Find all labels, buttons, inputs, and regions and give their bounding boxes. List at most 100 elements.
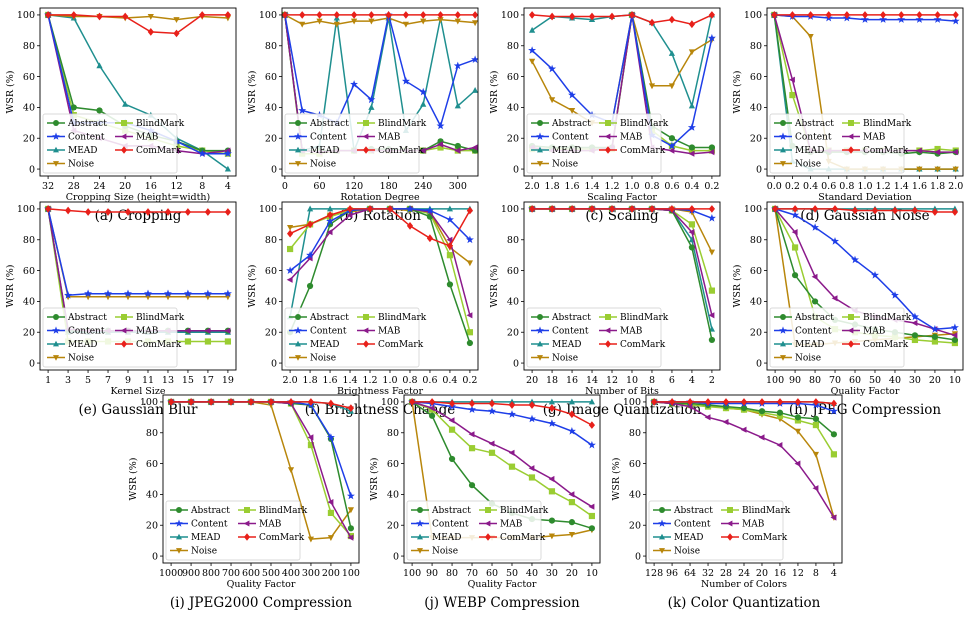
data-point-abstract bbox=[708, 336, 716, 344]
legend-marker-mab bbox=[362, 327, 369, 334]
legend-label-commark: ComMark bbox=[378, 146, 424, 156]
data-point-noise bbox=[807, 34, 814, 40]
data-point-commark bbox=[316, 11, 323, 19]
y-tick-label: 80 bbox=[507, 41, 519, 52]
data-point-mab bbox=[468, 431, 475, 438]
x-tick-label: 50 bbox=[869, 375, 881, 386]
y-tick-label: 20 bbox=[146, 521, 158, 532]
series-line-commark bbox=[532, 14, 713, 25]
legend-marker-abstract bbox=[659, 507, 665, 513]
data-point-noise bbox=[327, 535, 334, 541]
data-point-commark bbox=[668, 15, 675, 24]
x-tick-label: 1 bbox=[45, 375, 51, 386]
x-tick-label: 13 bbox=[162, 375, 174, 386]
x-tick-label: 1.4 bbox=[894, 181, 909, 192]
legend-marker-commark bbox=[605, 340, 611, 348]
y-tick-label: 80 bbox=[146, 428, 158, 439]
y-tick-label: 40 bbox=[265, 103, 277, 114]
data-point-noise bbox=[952, 166, 959, 173]
legend-label-abstract: Abstract bbox=[309, 119, 349, 129]
y-tick-label: 40 bbox=[265, 297, 277, 308]
data-point-commark bbox=[608, 12, 616, 21]
data-point-content bbox=[223, 289, 232, 298]
x-tick-label: 1.6 bbox=[912, 181, 927, 192]
data-point-commark bbox=[227, 398, 235, 406]
data-point-mab bbox=[668, 147, 675, 154]
data-point-content bbox=[871, 271, 879, 279]
y-tick-label: 100 bbox=[744, 10, 762, 21]
data-point-mab bbox=[184, 327, 191, 334]
legend-label-abstract: Abstract bbox=[551, 119, 591, 129]
data-point-commark bbox=[287, 398, 295, 406]
x-tick-label: 6 bbox=[669, 375, 675, 386]
chart-panel-8: 0 20 40 60 80 100 100 90 80 70 60 50 40 30 20 10 Quality… bbox=[732, 201, 964, 418]
data-point-commark bbox=[188, 398, 195, 406]
data-point-commark bbox=[568, 410, 575, 419]
data-point-mead bbox=[327, 205, 334, 212]
legend-marker-content bbox=[536, 326, 544, 334]
legend-marker-commark bbox=[363, 146, 369, 154]
x-tick-label: 80 bbox=[809, 375, 821, 386]
data-point-mab bbox=[811, 273, 818, 280]
data-point-noise bbox=[529, 58, 536, 65]
legend-marker-commark bbox=[727, 533, 733, 541]
legend: Abstract BlindMark Content MAB MEAD ComMark No… bbox=[42, 307, 185, 368]
data-point-mab bbox=[688, 229, 695, 236]
legend-box bbox=[769, 113, 905, 174]
legend-label-mead: MEAD bbox=[795, 146, 825, 156]
data-point-commark bbox=[204, 208, 211, 216]
y-tick-label: 20 bbox=[750, 134, 762, 145]
data-point-content bbox=[223, 149, 232, 157]
x-tick-label: 0.6 bbox=[821, 181, 836, 192]
data-point-blindmark bbox=[508, 463, 516, 470]
data-point-commark bbox=[916, 11, 923, 19]
y-tick-label: 20 bbox=[629, 521, 641, 532]
data-point-mead bbox=[588, 398, 595, 405]
legend-label-noise: Noise bbox=[674, 547, 700, 557]
data-point-content bbox=[84, 289, 92, 298]
data-point-content bbox=[911, 312, 919, 321]
legend-label-abstract: Abstract bbox=[431, 506, 471, 516]
data-point-content bbox=[791, 210, 800, 219]
data-point-commark bbox=[454, 11, 461, 19]
legend-label-mab: MAB bbox=[259, 520, 282, 530]
x-tick-label: 0.2 bbox=[785, 181, 800, 192]
legend: Abstract BlindMark Content MAB MEAD ComMark No… bbox=[165, 500, 308, 561]
legend-marker-abstract bbox=[295, 314, 301, 320]
data-point-commark bbox=[528, 401, 536, 409]
data-point-commark bbox=[426, 234, 433, 243]
data-point-commark bbox=[688, 205, 695, 213]
data-point-blindmark bbox=[830, 451, 838, 458]
legend-label-blindmark: BlindMark bbox=[378, 313, 427, 323]
data-point-mab bbox=[588, 503, 595, 510]
data-point-commark bbox=[880, 11, 887, 19]
data-point-mab bbox=[307, 434, 314, 441]
y-tick-label: 100 bbox=[17, 204, 35, 215]
legend-label-mab: MAB bbox=[742, 520, 765, 530]
data-point-mab bbox=[286, 276, 293, 283]
legend-label-commark: ComMark bbox=[500, 533, 546, 543]
data-point-commark bbox=[508, 401, 516, 409]
chart-panel-6: 0 20 40 60 80 100 2.0 1.8 1.6 1.4 1.2 1.0 0.8 0.6 0.4 0… bbox=[247, 201, 479, 418]
x-tick-label: 100 bbox=[403, 568, 421, 579]
legend-label-mab: MAB bbox=[620, 327, 643, 337]
legend: Abstract BlindMark Content MAB MEAD ComMark No… bbox=[769, 113, 912, 174]
legend-label-blindmark: BlindMark bbox=[620, 119, 669, 129]
data-point-commark bbox=[911, 206, 918, 215]
legend-marker-mab bbox=[120, 327, 127, 334]
data-point-content bbox=[426, 206, 434, 214]
x-axis-label: Quality Factor bbox=[227, 579, 296, 590]
legend-marker-mab bbox=[362, 133, 369, 140]
x-tick-label: 60 bbox=[313, 181, 325, 192]
data-point-content bbox=[488, 407, 496, 415]
x-tick-label: 128 bbox=[645, 568, 663, 579]
data-point-abstract bbox=[428, 412, 436, 419]
data-point-mab bbox=[448, 417, 455, 424]
legend-label-mab: MAB bbox=[136, 133, 159, 143]
x-tick-label: 8 bbox=[199, 181, 205, 192]
legend-marker-mead bbox=[295, 146, 301, 153]
data-point-content bbox=[286, 266, 295, 274]
data-point-mab bbox=[488, 440, 495, 447]
